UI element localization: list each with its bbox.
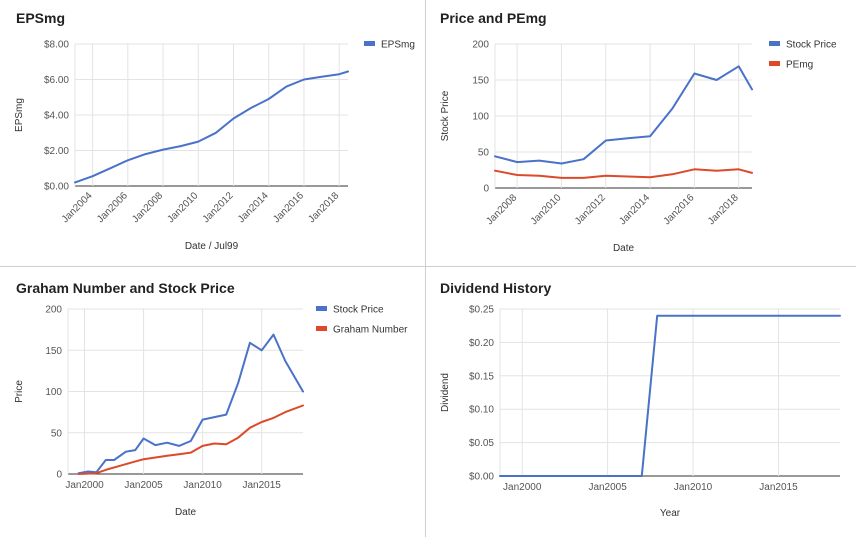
x-tick-label: Jan2005 xyxy=(588,482,627,493)
y-tick-label: $0.00 xyxy=(44,182,69,193)
y-tick-label: $0.05 xyxy=(469,438,494,449)
x-tick-label: Jan2000 xyxy=(503,482,542,493)
legend-swatch xyxy=(364,41,375,46)
y-axis-label: Stock Price xyxy=(440,90,451,141)
series-line-epsmg xyxy=(74,70,349,184)
y-axis-label: Dividend xyxy=(440,373,451,412)
chart-panel-graham: Graham Number and Stock Price 0 50 100 150 20… xyxy=(0,267,426,537)
chart-panel-dividend: Dividend History $0.00 $0.05 $0.10 $0.15 $0.2… xyxy=(426,267,856,537)
legend-label: EPSmg xyxy=(381,40,415,51)
x-tick-label: Jan2010 xyxy=(529,192,564,227)
y-tick-label: $0.25 xyxy=(469,305,494,316)
series-line-stock-price xyxy=(77,333,304,475)
legend-swatch xyxy=(769,61,780,66)
y-tick-label: $0.20 xyxy=(469,338,494,349)
x-tick-label: Jan2018 xyxy=(706,192,741,227)
x-tick-label: Jan2014 xyxy=(617,192,652,227)
legend-label: Stock Price xyxy=(786,40,837,51)
y-axis-label: EPSmg xyxy=(14,98,25,132)
chart-svg-price-pemg: Price and PEmg 0 50 100 150 200 Jan2008 Jan2010… xyxy=(440,10,837,254)
x-tick-label: Jan2015 xyxy=(242,480,281,491)
chart-title: Dividend History xyxy=(440,280,551,296)
x-tick-label: Jan2018 xyxy=(306,190,341,225)
y-tick-label: 150 xyxy=(472,76,489,87)
x-tick-label: Jan2005 xyxy=(124,480,163,491)
x-tick-label: Jan2016 xyxy=(271,190,306,225)
y-tick-label: $0.10 xyxy=(469,405,494,416)
series-line-dividend-history xyxy=(499,314,841,477)
x-tick-label: Jan2014 xyxy=(236,190,271,225)
y-tick-label: $6.00 xyxy=(44,75,69,86)
legend-label: Graham Number xyxy=(333,325,408,336)
y-tick-label: 200 xyxy=(45,305,62,316)
y-tick-label: 50 xyxy=(478,148,490,159)
chart-title: EPSmg xyxy=(16,10,65,26)
y-tick-label: 0 xyxy=(56,470,62,481)
chart-title: Price and PEmg xyxy=(440,10,547,26)
chart-title: Graham Number and Stock Price xyxy=(16,280,235,296)
legend-swatch xyxy=(316,326,327,331)
y-tick-label: 200 xyxy=(472,40,489,51)
x-axis-label: Date xyxy=(613,243,635,254)
y-tick-label: $0.15 xyxy=(469,371,494,382)
y-tick-label: 100 xyxy=(472,112,489,123)
x-tick-label: Jan2004 xyxy=(60,190,95,225)
legend-label: PEmg xyxy=(786,60,813,71)
chart-svg-dividend: Dividend History $0.00 $0.05 $0.10 $0.15 $0.2… xyxy=(440,280,841,519)
series-line-pemg xyxy=(494,168,753,179)
y-tick-label: 0 xyxy=(483,184,489,195)
x-tick-label: Jan2008 xyxy=(130,190,165,225)
x-tick-label: Jan2012 xyxy=(201,190,236,225)
x-tick-label: Jan2015 xyxy=(759,482,798,493)
x-tick-label: Jan2016 xyxy=(662,192,697,227)
series-line-stock-price xyxy=(494,65,753,165)
y-tick-label: $8.00 xyxy=(44,40,69,51)
y-tick-label: 150 xyxy=(45,346,62,357)
x-tick-label: Jan2008 xyxy=(484,192,519,227)
x-tick-label: Jan2000 xyxy=(65,480,104,491)
x-tick-label: Jan2006 xyxy=(95,190,130,225)
chart-panel-epsmg: EPSmg $0.00 $2.00 $4.00 $6.00 $8.00 Jan2004 Jan… xyxy=(0,0,426,267)
chart-svg-graham: Graham Number and Stock Price 0 50 100 150 20… xyxy=(14,280,408,518)
x-axis-label: Year xyxy=(660,508,681,519)
legend-swatch xyxy=(316,306,327,311)
y-tick-label: 100 xyxy=(45,387,62,398)
x-tick-label: Jan2010 xyxy=(674,482,713,493)
x-axis-label: Date xyxy=(175,507,197,518)
y-tick-label: $0.00 xyxy=(469,472,494,483)
y-tick-label: $2.00 xyxy=(44,146,69,157)
series-line-graham-number xyxy=(77,404,304,475)
x-axis-label: Date / Jul99 xyxy=(185,241,239,252)
y-tick-label: $4.00 xyxy=(44,111,69,122)
legend-label: Stock Price xyxy=(333,305,384,316)
x-tick-label: Jan2010 xyxy=(165,190,200,225)
y-tick-label: 50 xyxy=(51,428,63,439)
chart-panel-price-pemg: Price and PEmg 0 50 100 150 200 Jan2008 Jan2010… xyxy=(426,0,856,267)
y-axis-label: Price xyxy=(14,380,25,403)
x-tick-label: Jan2012 xyxy=(573,192,608,227)
legend-swatch xyxy=(769,41,780,46)
x-tick-label: Jan2010 xyxy=(183,480,222,491)
